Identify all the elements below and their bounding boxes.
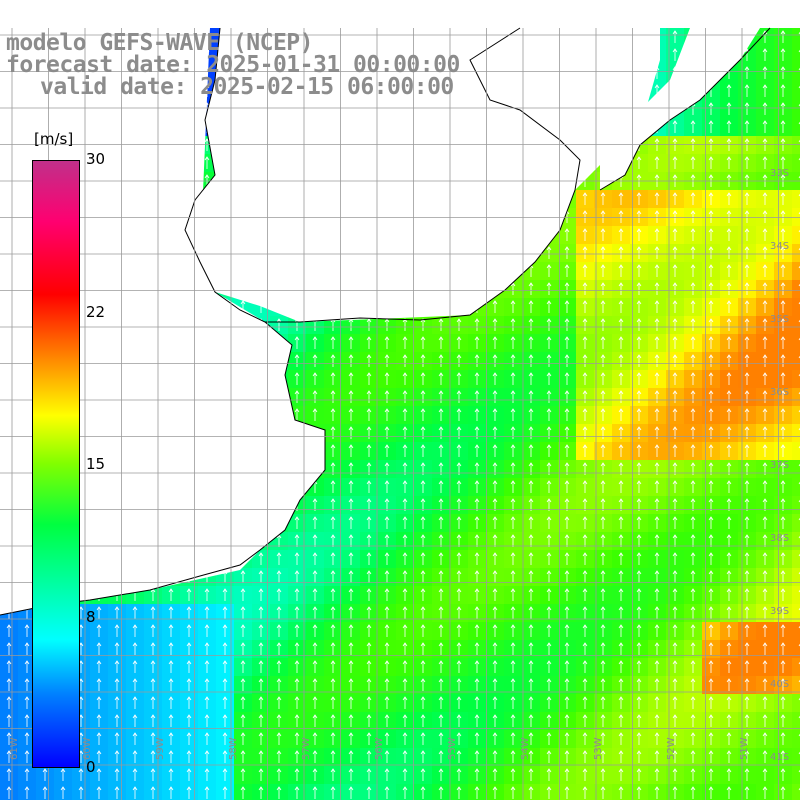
latitude-labels: 33S 34S 35S 36S 37S 38S 39S 40S 41S — [770, 168, 789, 763]
lat-label-38S: 38S — [770, 533, 789, 544]
land-argentina — [0, 28, 325, 615]
lon-label-52W: 52W — [666, 737, 677, 760]
lon-label-59W: 59W — [155, 737, 166, 760]
lat-label-35S: 35S — [770, 314, 789, 325]
lon-label-60W: 60W — [82, 737, 93, 760]
lon-label-56W: 56W — [374, 737, 385, 760]
lat-label-36S: 36S — [770, 387, 789, 398]
colorbar: [m/s] 30 22 15 8 0 — [0, 120, 108, 780]
model-title: modelo GEFS-WAVE (NCEP) — [6, 30, 314, 56]
land-brazil-coast — [600, 28, 760, 190]
coastline-uruguay — [265, 27, 581, 323]
lon-label-57W: 57W — [301, 737, 312, 760]
lat-label-33S: 33S — [770, 168, 789, 179]
lon-label-54W: 54W — [520, 737, 531, 760]
longitude-labels: 61W 60W 59W 58W 57W 56W 55W 54W 53W 52W 51W — [9, 737, 750, 760]
lat-label-39S: 39S — [770, 606, 789, 617]
lon-label-58W: 58W — [228, 737, 239, 760]
coastline-brazil — [599, 27, 771, 191]
colorbar-unit: [m/s] — [34, 130, 74, 148]
lat-lon-grid — [0, 28, 800, 800]
lat-label-34S: 34S — [770, 241, 789, 252]
colorbar-tick-30: 30 — [86, 150, 106, 168]
colorbar-gradient — [32, 160, 80, 768]
valid-date: valid date: 2025-02-15 06:00:00 — [40, 74, 454, 100]
colorbar-tick-15: 15 — [86, 455, 106, 473]
lon-label-53W: 53W — [593, 737, 604, 760]
colorbar-tick-8: 8 — [86, 608, 96, 626]
coastline — [0, 27, 326, 616]
lat-label-41S: 41S — [770, 752, 789, 763]
forecast-date: forecast date: 2025-01-31 00:00:00 — [6, 52, 460, 78]
lon-label-55W: 55W — [447, 737, 458, 760]
lon-label-61W: 61W — [9, 737, 20, 760]
lat-label-37S: 37S — [770, 460, 789, 471]
colorbar-tick-22: 22 — [86, 303, 106, 321]
colorbar-tick-0: 0 — [86, 758, 96, 776]
lon-label-51W: 51W — [739, 737, 750, 760]
lat-label-40S: 40S — [770, 679, 789, 690]
